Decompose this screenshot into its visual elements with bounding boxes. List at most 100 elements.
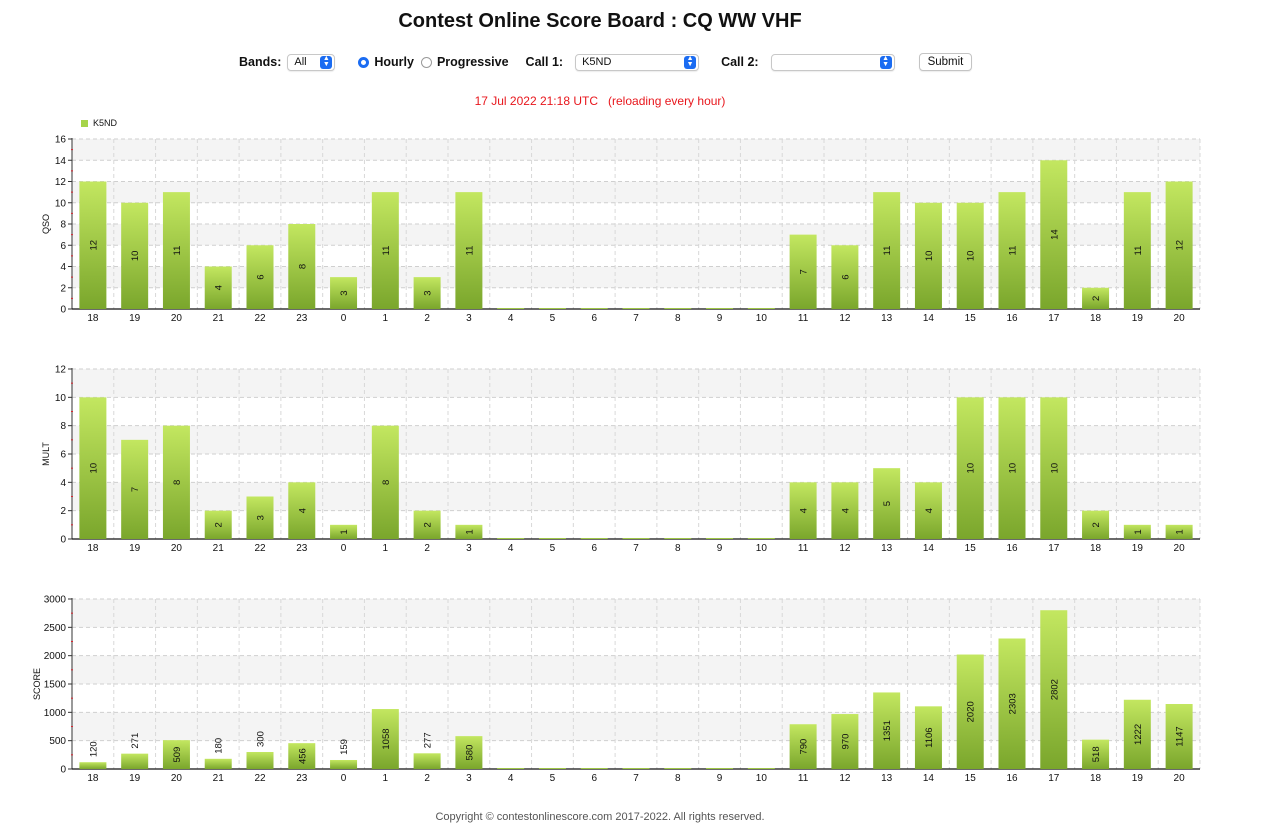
y-tick-label: 0 <box>60 535 66 546</box>
bar[interactable] <box>204 266 232 310</box>
bar[interactable] <box>873 468 901 539</box>
bar[interactable] <box>121 202 149 309</box>
bar[interactable] <box>914 202 942 309</box>
bar[interactable] <box>413 510 441 539</box>
bar[interactable] <box>664 308 692 309</box>
call2-select[interactable]: ▲ ▼ <box>770 53 895 71</box>
hourly-radio[interactable] <box>358 56 370 68</box>
bar[interactable] <box>873 692 901 769</box>
bar[interactable] <box>79 181 107 310</box>
progressive-radio[interactable] <box>420 56 432 68</box>
bar[interactable] <box>789 482 817 539</box>
bar[interactable] <box>1165 704 1193 769</box>
bar[interactable] <box>1123 192 1151 309</box>
bar[interactable] <box>204 758 232 769</box>
bar[interactable] <box>914 706 942 769</box>
bar[interactable] <box>664 768 692 769</box>
bar[interactable] <box>204 510 232 539</box>
bar[interactable] <box>1165 181 1193 310</box>
bar[interactable] <box>747 308 775 309</box>
bar[interactable] <box>622 768 650 769</box>
bar[interactable] <box>1040 397 1068 539</box>
bands-select[interactable]: All ▲ ▼ <box>287 53 336 71</box>
bar[interactable] <box>831 482 859 539</box>
bar[interactable] <box>497 308 525 309</box>
bar[interactable] <box>162 425 190 539</box>
bar[interactable] <box>747 768 775 769</box>
bar[interactable] <box>330 277 358 309</box>
bar[interactable] <box>1165 524 1193 539</box>
bar[interactable] <box>956 654 984 769</box>
bar[interactable] <box>121 753 149 769</box>
bar[interactable] <box>79 762 107 769</box>
bar[interactable] <box>998 638 1026 769</box>
bar[interactable] <box>538 538 566 539</box>
bar[interactable] <box>455 192 483 309</box>
bar[interactable] <box>580 308 608 309</box>
progressive-label[interactable]: Progressive <box>436 55 509 69</box>
x-tick-label: 6 <box>591 543 597 554</box>
bar[interactable] <box>413 753 441 769</box>
bar[interactable] <box>288 743 316 769</box>
x-tick-label: 18 <box>87 313 99 324</box>
bar[interactable] <box>1123 699 1151 769</box>
bar[interactable] <box>956 397 984 539</box>
bar[interactable] <box>789 234 817 309</box>
bar[interactable] <box>622 308 650 309</box>
bar[interactable] <box>956 202 984 309</box>
bar[interactable] <box>914 482 942 539</box>
bar[interactable] <box>497 768 525 769</box>
y-tick-label: 4 <box>60 262 66 273</box>
bar[interactable] <box>79 397 107 539</box>
bar[interactable] <box>455 736 483 769</box>
x-tick-label: 17 <box>1048 313 1060 324</box>
call1-select[interactable]: K5ND ▲ ▼ <box>575 53 700 71</box>
bar[interactable] <box>1082 287 1110 309</box>
hourly-label[interactable]: Hourly <box>374 55 414 69</box>
bar[interactable] <box>330 524 358 539</box>
bar[interactable] <box>288 482 316 539</box>
bar[interactable] <box>1040 610 1068 769</box>
bar[interactable] <box>580 538 608 539</box>
bar[interactable] <box>831 714 859 769</box>
bar[interactable] <box>121 439 149 539</box>
bar[interactable] <box>706 308 734 309</box>
bar[interactable] <box>162 740 190 769</box>
y-tick-label: 10 <box>55 393 67 404</box>
bar[interactable] <box>706 538 734 539</box>
submit-button[interactable]: Submit <box>918 53 973 71</box>
bar[interactable] <box>413 277 441 309</box>
bar[interactable] <box>747 538 775 539</box>
bar[interactable] <box>998 192 1026 309</box>
bar[interactable] <box>371 709 399 769</box>
bar[interactable] <box>1082 510 1110 539</box>
bar[interactable] <box>1123 524 1151 539</box>
bar[interactable] <box>538 308 566 309</box>
bar[interactable] <box>455 524 483 539</box>
bar[interactable] <box>538 768 566 769</box>
x-tick-label: 0 <box>341 773 347 784</box>
bar[interactable] <box>706 768 734 769</box>
bar[interactable] <box>789 724 817 769</box>
bar[interactable] <box>831 245 859 309</box>
bar[interactable] <box>246 245 274 309</box>
bar[interactable] <box>664 538 692 539</box>
bar[interactable] <box>371 192 399 309</box>
bar[interactable] <box>873 192 901 309</box>
bar[interactable] <box>162 192 190 309</box>
bar-value-label: 4 <box>840 508 851 513</box>
x-tick-label: 20 <box>1174 543 1186 554</box>
bar[interactable] <box>497 538 525 539</box>
bar[interactable] <box>330 759 358 769</box>
bar[interactable] <box>371 425 399 539</box>
chart-legend[interactable]: K5ND <box>81 118 117 128</box>
bar[interactable] <box>288 224 316 309</box>
bar[interactable] <box>1082 739 1110 769</box>
bar[interactable] <box>580 768 608 769</box>
bar[interactable] <box>246 752 274 769</box>
x-tick-label: 2 <box>424 543 430 554</box>
bar[interactable] <box>998 397 1026 539</box>
bar[interactable] <box>622 538 650 539</box>
bar[interactable] <box>1040 160 1068 309</box>
bar[interactable] <box>246 496 274 540</box>
